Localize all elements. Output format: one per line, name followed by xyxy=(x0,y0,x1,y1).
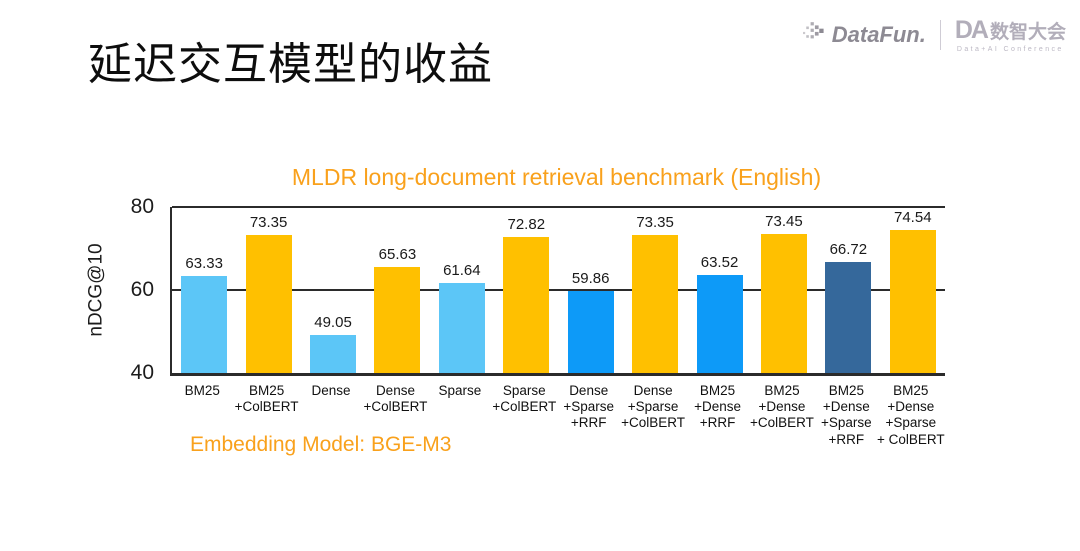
y-axis-ticks: 40 60 80 xyxy=(112,195,160,384)
bar-value-label: 73.35 xyxy=(636,213,674,231)
logo-divider xyxy=(939,20,941,50)
bar-1 xyxy=(245,234,292,373)
x-category-label: Dense xyxy=(311,383,351,398)
bar-2 xyxy=(310,335,357,373)
x-category-label: BM25 +Dense +RRF xyxy=(694,383,741,431)
bar-11 xyxy=(889,229,936,373)
x-category-label: Dense +Sparse +ColBERT xyxy=(621,383,686,431)
y-tick-label: 60 xyxy=(130,278,154,301)
bar-value-label: 49.05 xyxy=(314,314,352,332)
bar-value-label: 59.86 xyxy=(571,269,610,287)
bar-7 xyxy=(632,234,679,373)
bar-value-label: 73.35 xyxy=(249,213,288,231)
bar-value-label: 66.72 xyxy=(829,241,868,259)
y-axis-label: nDCG@10 xyxy=(86,243,107,337)
embedding-model-note: Embedding Model: BGE-M3 xyxy=(190,433,452,456)
bar-10 xyxy=(825,262,872,373)
bar-value-label: 63.33 xyxy=(185,255,223,273)
bar-value-label: 74.54 xyxy=(894,208,932,226)
bar-5 xyxy=(503,236,550,373)
bar-value-label: 63.52 xyxy=(700,254,739,272)
x-category-label: Sparse xyxy=(438,383,482,398)
bar-9 xyxy=(760,234,807,373)
chart-title: MLDR long-document retrieval benchmark (… xyxy=(291,164,822,190)
bar-8 xyxy=(696,275,743,373)
bar-0 xyxy=(181,276,228,373)
page-title: 延迟交互模型的收益 xyxy=(88,39,493,90)
bar-3 xyxy=(374,266,421,373)
bar-value-label: 65.63 xyxy=(378,245,417,263)
bar-value-label: 72.82 xyxy=(507,215,546,233)
conference-name: 数智大会 xyxy=(989,21,1066,43)
conference-subtitle: Data+AI Conference xyxy=(956,45,1064,53)
y-tick-label: 40 xyxy=(130,361,154,384)
x-category-label: Dense +ColBERT xyxy=(363,383,428,415)
x-category-label: BM25 +ColBERT xyxy=(234,383,299,415)
x-category-label: BM25 +Dense +ColBERT xyxy=(750,383,814,431)
x-axis-labels: BM25 BM25 +ColBERT Dense Dense +ColBERT Spar… xyxy=(170,383,945,463)
y-tick-label: 80 xyxy=(130,195,154,218)
conference-logo: DA 数智大会 Data+AI Conference xyxy=(954,15,1066,53)
bar-value-label: 61.64 xyxy=(443,262,481,280)
datafun-wordmark: DataFun. xyxy=(831,22,926,47)
brand-area: DataFun. DA 数智大会 Data+AI Conference xyxy=(802,14,1066,56)
bar-value-label: 73.45 xyxy=(765,213,803,231)
x-category-label: Dense +Sparse +RRF xyxy=(563,383,615,431)
x-category-label: Sparse +ColBERT xyxy=(492,383,557,415)
gridline-y60 xyxy=(172,289,945,291)
gridline-y80 xyxy=(172,206,945,208)
x-category-label: BM25 +Dense +Sparse + ColBERT xyxy=(876,383,945,447)
plot-area: 63.33 73.35 49.05 65.63 61.64 72.82 59.86 73.35… xyxy=(170,206,945,376)
datafun-dots-icon xyxy=(802,20,829,51)
x-category-label: BM25 xyxy=(184,383,220,398)
x-category-label: BM25 +Dense +Sparse +RRF xyxy=(821,383,872,447)
bar-4 xyxy=(438,283,485,373)
conference-mark: DA xyxy=(954,15,989,44)
datafun-logo: DataFun. xyxy=(802,20,926,51)
bar-6 xyxy=(567,290,614,373)
